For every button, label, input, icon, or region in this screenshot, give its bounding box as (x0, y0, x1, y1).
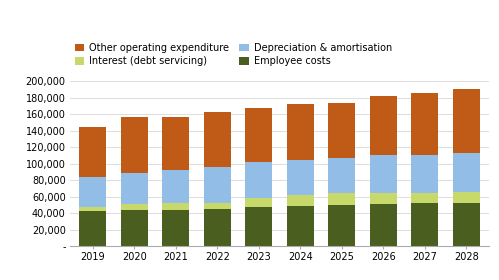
Bar (162, 116, 189, 170)
Bar (328, 158, 355, 193)
Bar (79, 211, 106, 246)
Bar (79, 127, 106, 177)
Bar (411, 193, 438, 203)
Bar (162, 203, 189, 210)
Bar (328, 205, 355, 246)
Bar (453, 203, 480, 246)
Bar (245, 108, 272, 162)
Bar (411, 203, 438, 246)
Bar (287, 160, 314, 195)
Bar (370, 204, 397, 246)
Bar (328, 193, 355, 205)
Bar (370, 155, 397, 193)
Bar (121, 173, 148, 204)
Bar (79, 207, 106, 211)
Bar (245, 199, 272, 207)
Bar (287, 104, 314, 160)
Bar (162, 210, 189, 246)
Bar (245, 207, 272, 246)
Bar (328, 102, 355, 158)
Bar (204, 209, 231, 246)
Bar (204, 113, 231, 167)
Legend: Other operating expenditure, Interest (debt servicing), Depreciation & amortisat: Other operating expenditure, Interest (d… (75, 43, 392, 66)
Bar (121, 117, 148, 173)
Bar (453, 89, 480, 153)
Bar (453, 192, 480, 203)
Bar (204, 203, 231, 209)
Bar (121, 204, 148, 210)
Bar (121, 210, 148, 246)
Bar (370, 96, 397, 155)
Bar (204, 167, 231, 203)
Bar (245, 162, 272, 199)
Bar (287, 206, 314, 246)
Bar (370, 193, 397, 204)
Bar (411, 93, 438, 155)
Bar (162, 170, 189, 203)
Bar (287, 195, 314, 206)
Bar (79, 177, 106, 207)
Bar (411, 155, 438, 193)
Bar (453, 153, 480, 192)
